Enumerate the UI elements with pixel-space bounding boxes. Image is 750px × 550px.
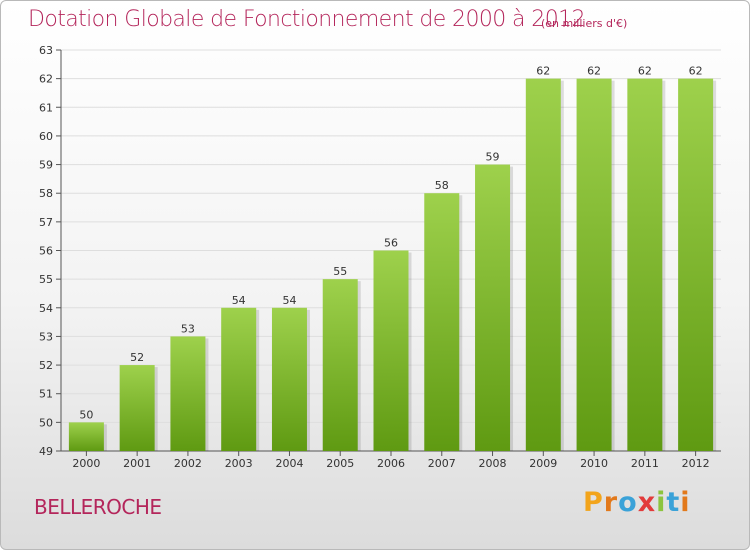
chart-title: Dotation Globale de Fonctionnement de 20… (28, 7, 586, 32)
data-label: 62 (638, 65, 652, 78)
data-label: 56 (384, 237, 398, 250)
x-tick-label: 2001 (123, 457, 151, 470)
data-label: 59 (486, 151, 500, 164)
bar (373, 250, 409, 451)
y-tick-label: 55 (39, 273, 53, 286)
y-tick-label: 52 (39, 359, 53, 372)
commune-name: BELLEROCHE (34, 495, 162, 519)
data-label: 54 (232, 294, 246, 307)
data-label: 54 (282, 294, 296, 307)
x-tick-label: 2003 (225, 457, 253, 470)
y-tick-label: 59 (39, 159, 53, 172)
data-label: 58 (435, 179, 449, 192)
x-tick-label: 2006 (377, 457, 405, 470)
y-tick-label: 58 (39, 187, 53, 200)
logo-letter: r (603, 487, 619, 518)
x-tick-label: 2000 (72, 457, 100, 470)
logo-letter: o (618, 487, 638, 518)
y-tick-label: 50 (39, 416, 53, 429)
y-tick-label: 61 (39, 101, 53, 114)
bar (322, 279, 358, 451)
bar (475, 164, 511, 452)
bar (576, 78, 612, 452)
data-label: 52 (130, 351, 144, 364)
data-label: 53 (181, 322, 195, 335)
logo-letter: i (656, 487, 667, 518)
x-tick-label: 2009 (529, 457, 557, 470)
bar (271, 307, 307, 451)
x-tick-label: 2002 (174, 457, 202, 470)
chart-unit: (en milliers d'€) (541, 17, 628, 30)
bar (221, 307, 257, 451)
x-tick-label: 2004 (275, 457, 303, 470)
data-label: 62 (536, 65, 550, 78)
bar (627, 78, 663, 452)
y-tick-label: 56 (39, 245, 53, 258)
y-tick-label: 63 (39, 44, 53, 57)
y-tick-label: 62 (39, 73, 53, 86)
x-tick-label: 2010 (580, 457, 608, 470)
bar (678, 78, 714, 452)
logo-letter: x (637, 487, 657, 518)
data-label: 62 (587, 65, 601, 78)
logo-letter: t (666, 487, 681, 518)
y-tick-label: 57 (39, 216, 53, 229)
y-tick-label: 49 (39, 445, 53, 458)
bars (68, 78, 717, 452)
x-tick-label: 2008 (479, 457, 507, 470)
data-label: 50 (79, 408, 93, 421)
logo-letter: i (680, 487, 691, 518)
bar (525, 78, 561, 452)
y-tick-label: 54 (39, 302, 53, 315)
proxiti-logo: Proxiti (583, 487, 691, 518)
bar (119, 365, 155, 451)
labels: 49 50 51 52 53 54 55 56 57 58 59 60 61 62 63 2000 50 2001… (39, 44, 710, 470)
bar (424, 193, 460, 451)
data-label: 62 (689, 65, 703, 78)
logo-letter: P (583, 487, 604, 518)
x-tick-label: 2005 (326, 457, 354, 470)
y-tick-label: 60 (39, 130, 53, 143)
y-tick-label: 51 (39, 388, 53, 401)
x-tick-label: 2007 (428, 457, 456, 470)
x-tick-label: 2011 (631, 457, 659, 470)
data-label: 55 (333, 265, 347, 278)
bar (68, 422, 104, 451)
x-tick-label: 2012 (682, 457, 710, 470)
y-tick-label: 53 (39, 330, 53, 343)
bar (170, 336, 206, 451)
